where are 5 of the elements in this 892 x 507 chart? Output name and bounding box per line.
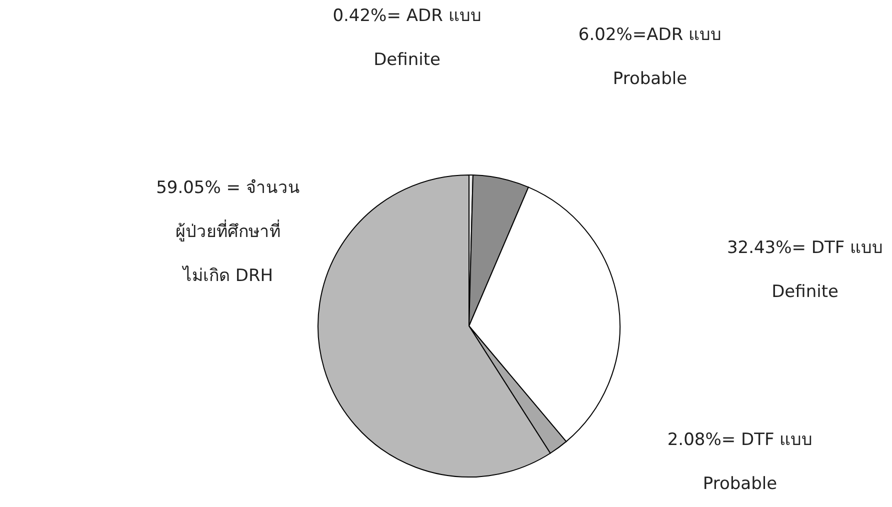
category-label: 0.42%= ADR แบบ Definite (332, 6, 482, 70)
category-label: 59.05% = จำนวน ผู้ป่วยที่ศึกษาที่ ไม่เกิด DRH (156, 178, 300, 286)
category-label: 32.43%= DTF แบบ Definite (726, 238, 884, 302)
category-label: 6.02%=ADR แบบ Probable (578, 25, 722, 89)
category-label: 2.08%= DTF แบบ Probable (667, 430, 813, 494)
